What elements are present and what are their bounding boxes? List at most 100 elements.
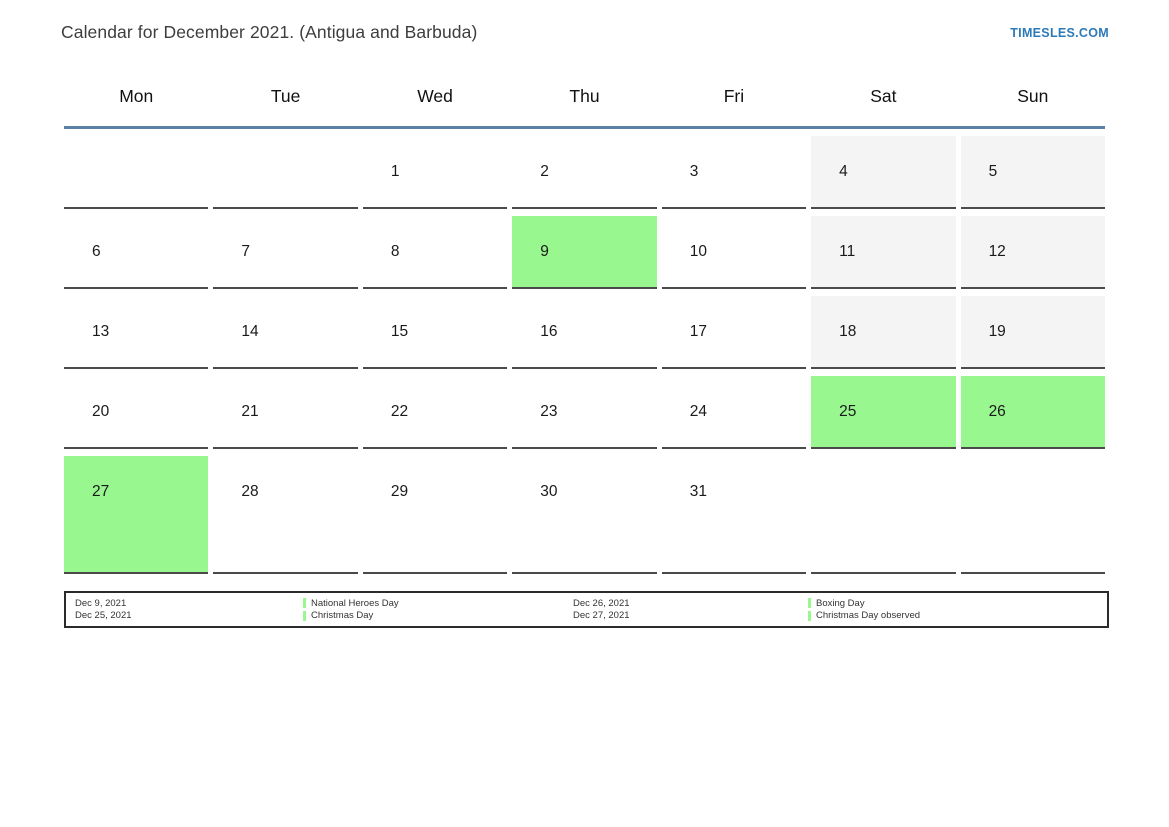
weekday-label-wed: Wed: [417, 86, 453, 106]
day-number: 19: [988, 322, 1006, 340]
weekday-label-sun: Sun: [1017, 86, 1049, 106]
page-title: Calendar for December 2021. (Antigua and…: [61, 22, 478, 42]
day-cell-31: 31: [661, 456, 807, 574]
legend-events-column-1: National Heroes Day Christmas Day: [303, 598, 573, 622]
header-rule: [64, 126, 1105, 129]
day-number: 11: [839, 242, 856, 260]
day-number: 12: [988, 242, 1006, 260]
day-number: 27: [92, 482, 110, 500]
day-number: 22: [390, 402, 409, 420]
day-cell-24: 24: [661, 376, 807, 449]
legend-event: Boxing Day: [808, 598, 1107, 610]
weekday-header-row: Mon Tue Wed Thu Fri Sat Sun: [64, 78, 1105, 114]
day-cell-2: 2: [512, 136, 657, 209]
weekday-label-tue: Tue: [270, 86, 301, 106]
day-cell-25: 25: [811, 376, 956, 449]
day-number: 18: [839, 322, 857, 340]
legend-event: National Heroes Day: [303, 598, 573, 610]
page-header: Calendar for December 2021. (Antigua and…: [61, 22, 1109, 43]
site-link[interactable]: TIMESLES.COM: [1010, 25, 1109, 40]
legend-dates-column-1: Dec 9, 2021 Dec 25, 2021: [75, 598, 303, 622]
day-number: 30: [540, 482, 558, 500]
day-cell-12: 12: [960, 216, 1105, 289]
day-cell-5: 5: [960, 136, 1105, 209]
empty-cell: [811, 456, 956, 574]
day-cell-11: 11: [811, 216, 956, 289]
legend-event-label: National Heroes Day: [311, 597, 399, 609]
legend-date: Dec 26, 2021: [573, 597, 630, 609]
day-number: 8: [390, 242, 400, 260]
legend-event-label: Christmas Day observed: [816, 610, 921, 621]
day-number: 13: [92, 322, 110, 340]
weekday-label-sat: Sat: [870, 86, 897, 106]
day-cell-6: 6: [64, 216, 209, 289]
day-cell-3: 3: [661, 136, 807, 209]
day-cell-16: 16: [512, 296, 657, 369]
day-number: 29: [390, 482, 409, 500]
day-cell-7: 7: [213, 216, 358, 289]
weekday-label-fri: Fri: [723, 86, 745, 106]
empty-cell: [64, 136, 209, 209]
legend-event-label: Boxing Day: [816, 597, 865, 609]
day-number: 17: [689, 322, 707, 340]
day-number: 2: [540, 162, 549, 180]
day-cell-9: 9: [512, 216, 657, 289]
day-number: 7: [241, 242, 251, 260]
empty-day-number: [811, 456, 955, 527]
day-cell-28: 28: [213, 456, 358, 574]
holiday-marker-icon: [303, 598, 306, 609]
day-cell-30: 30: [512, 456, 657, 574]
day-number: 4: [839, 162, 848, 180]
legend-date: Dec 9, 2021: [75, 597, 127, 609]
day-number: 16: [540, 322, 558, 340]
day-number: 26: [988, 402, 1006, 420]
day-cell-21: 21: [213, 376, 358, 449]
empty-day-number: [64, 136, 208, 207]
holiday-legend: Dec 9, 2021 Dec 25, 2021 National Heroes D…: [64, 591, 1109, 628]
empty-day-number: [961, 456, 1105, 527]
empty-cell: [960, 456, 1105, 574]
holiday-marker-icon: [808, 610, 811, 621]
day-cell-23: 23: [512, 376, 657, 449]
legend-events-column-2: Boxing Day Christmas Day observed: [808, 598, 1107, 622]
day-cell-26: 26: [960, 376, 1105, 449]
day-number: 10: [689, 242, 707, 260]
legend-event-label: Christmas Day: [311, 610, 374, 621]
day-number: 21: [241, 402, 259, 420]
day-cell-1: 1: [362, 136, 508, 209]
day-cell-8: 8: [362, 216, 508, 289]
day-cell-10: 10: [661, 216, 807, 289]
day-cell-29: 29: [362, 456, 508, 574]
day-cell-15: 15: [362, 296, 508, 369]
empty-day-number: [213, 136, 357, 207]
day-number: 5: [988, 162, 998, 180]
weekday-label-thu: Thu: [569, 86, 600, 106]
day-number: 28: [241, 482, 259, 500]
day-number: 23: [540, 402, 558, 420]
day-number: 14: [241, 322, 259, 340]
holiday-marker-icon: [808, 598, 811, 609]
day-number: 9: [540, 242, 549, 260]
day-grid: 1 2 3 4 5 6 7 8 9 10 11 12 13 14 15 16 17 18 19 20 21 22 23 24 2…: [64, 136, 1105, 574]
day-cell-13: 13: [64, 296, 209, 369]
day-cell-18: 18: [811, 296, 956, 369]
day-number: 3: [689, 162, 699, 180]
legend-dates-column-2: Dec 26, 2021 Dec 27, 2021: [573, 598, 808, 622]
day-cell-22: 22: [362, 376, 508, 449]
legend-event: Christmas Day observed: [808, 610, 1107, 622]
day-cell-17: 17: [661, 296, 807, 369]
legend-date: Dec 27, 2021: [573, 610, 630, 621]
day-number: 24: [689, 402, 707, 420]
day-cell-19: 19: [960, 296, 1105, 369]
day-number: 20: [92, 402, 110, 420]
day-number: 6: [92, 242, 101, 260]
legend-event: Christmas Day: [303, 610, 573, 622]
weekday-label-mon: Mon: [119, 86, 154, 106]
holiday-marker-icon: [303, 610, 306, 621]
day-cell-20: 20: [64, 376, 209, 449]
day-number: 25: [839, 402, 857, 420]
day-number: 1: [390, 162, 400, 180]
calendar: Mon Tue Wed Thu Fri Sat Sun 1 2 3 4 5 6 7 8 9 10 11 12 13 1…: [64, 78, 1105, 574]
legend-date: Dec 25, 2021: [75, 610, 132, 621]
day-cell-14: 14: [213, 296, 358, 369]
